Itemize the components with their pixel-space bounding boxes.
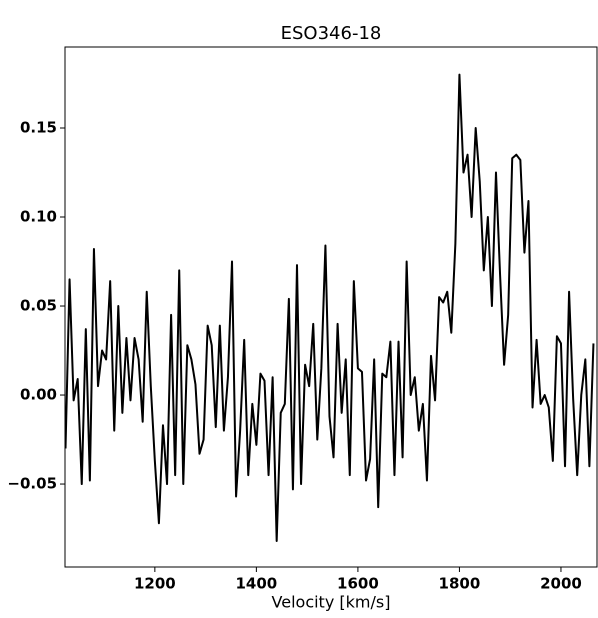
- x-tick-label: 1200: [134, 575, 176, 593]
- x-tick-label: 1600: [337, 575, 379, 593]
- x-tick-label: 1800: [439, 575, 481, 593]
- plot-frame: [64, 46, 598, 568]
- chart-title: ESO346-18: [281, 23, 382, 44]
- x-tick-label: 1400: [236, 575, 278, 593]
- x-tick-label: 2000: [540, 575, 582, 593]
- y-tick-label: 0.10: [20, 208, 57, 226]
- y-tick-label: 0.15: [20, 118, 57, 136]
- line: [64, 73, 595, 543]
- x-axis-label: Velocity [km/s]: [272, 593, 391, 612]
- y-tick-label: 0.05: [20, 297, 57, 315]
- y-tick-label: −0.05: [7, 475, 57, 493]
- y-tick-label: 0.00: [20, 386, 57, 404]
